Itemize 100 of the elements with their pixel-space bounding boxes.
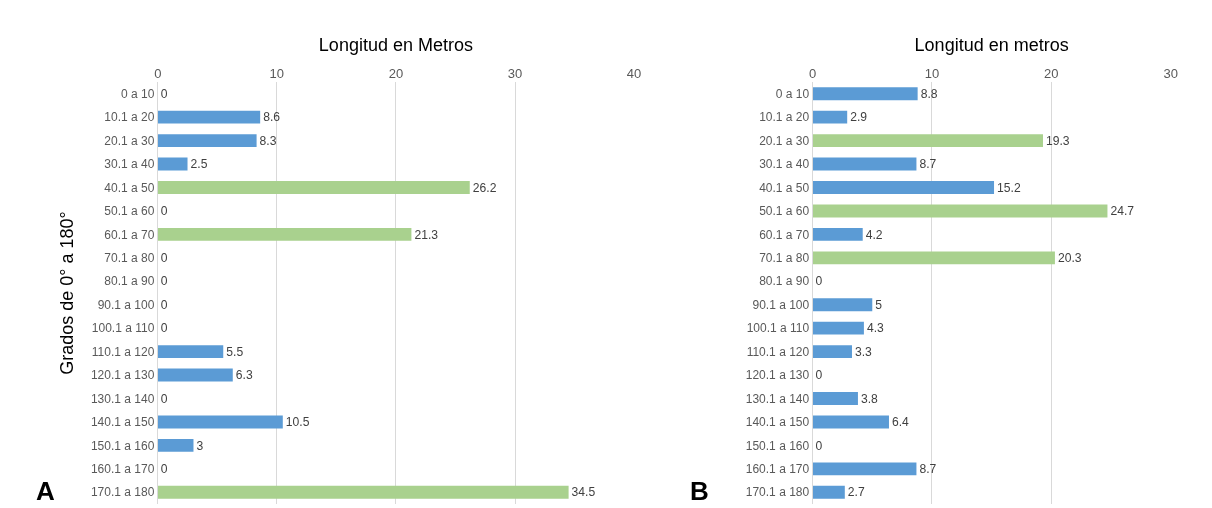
- data-label: 10.5: [285, 415, 310, 430]
- bar: [812, 392, 858, 405]
- data-label: 3: [196, 438, 204, 453]
- y-tick-label: 0 a 10: [120, 86, 155, 101]
- y-tick-label: 10.1 a 20: [104, 110, 155, 125]
- data-label: 0: [160, 204, 168, 219]
- data-label: 2.7: [847, 485, 865, 500]
- y-tick-label: 60.1 a 70: [759, 227, 810, 242]
- y-tick-label: 100.1 a 110: [746, 321, 810, 336]
- bar: [157, 485, 569, 499]
- y-tick-label: 170.1 a 180: [90, 485, 155, 500]
- y-tick-label: 10.1 a 20: [759, 110, 810, 125]
- data-label: 6.4: [891, 415, 910, 430]
- x-tick-label: 20: [1044, 66, 1059, 82]
- x-tick-label: 30: [1163, 66, 1178, 82]
- data-label: 0: [160, 462, 168, 477]
- data-label: 34.5: [571, 485, 596, 500]
- bar: [812, 345, 852, 359]
- bar: [157, 345, 224, 359]
- x-tick-label: 0: [154, 66, 162, 82]
- y-tick-label: 60.1 a 70: [104, 227, 155, 242]
- bar: [157, 368, 233, 382]
- y-tick-label: 0 a 10: [775, 86, 810, 101]
- data-label: 8.7: [919, 157, 937, 172]
- data-label: 19.3: [1046, 133, 1070, 148]
- bar: [812, 227, 863, 241]
- y-tick-label: 90.1 a 100: [752, 297, 810, 312]
- x-axis-title: Longitud en metros: [914, 34, 1069, 55]
- data-label: 0: [160, 251, 168, 266]
- text: B: [690, 476, 709, 506]
- data-label: 24.7: [1110, 204, 1135, 219]
- bar: [812, 87, 918, 101]
- x-tick-label: 0: [808, 66, 817, 82]
- data-label: 8.7: [919, 462, 937, 477]
- x-tick-label: 10: [269, 66, 285, 82]
- bar: [157, 438, 194, 452]
- data-label: 6.3: [235, 368, 253, 383]
- data-label: 21.3: [414, 227, 439, 242]
- data-label: 4.3: [866, 321, 885, 336]
- bar: [157, 157, 188, 171]
- data-label: 5.5: [226, 344, 244, 359]
- y-tick-label: 140.1 a 150: [90, 415, 155, 430]
- bar: [157, 415, 283, 429]
- bar: [157, 227, 412, 241]
- y-tick-label: 30.1 a 40: [104, 157, 155, 172]
- x-tick-label: 20: [388, 66, 404, 82]
- y-tick-label: 150.1 a 160: [745, 438, 810, 453]
- x-tick-label: 40: [626, 66, 642, 82]
- bar: [812, 298, 873, 312]
- bar: [812, 134, 1043, 148]
- x-axis-title: Longitud en Metros: [318, 34, 473, 55]
- x-tick-label: 30: [507, 66, 523, 82]
- data-label: 0: [160, 86, 168, 101]
- data-label: 0: [160, 274, 168, 289]
- bar: [812, 462, 917, 476]
- y-tick-label: 150.1 a 160: [90, 438, 155, 453]
- bar: [157, 134, 257, 148]
- data-label: 0: [815, 438, 823, 453]
- data-label: 3.3: [854, 344, 873, 359]
- bar: [812, 485, 845, 499]
- text: A: [36, 476, 55, 506]
- data-label: 0: [160, 297, 168, 312]
- data-label: 4.2: [865, 227, 883, 242]
- y-tick-label: 170.1 a 180: [745, 485, 810, 500]
- y-tick-label: 110.1 a 120: [746, 344, 810, 359]
- bar: [812, 181, 995, 194]
- data-label: 2.9: [850, 110, 868, 125]
- data-label: 8.3: [259, 133, 277, 148]
- y-tick-label: 90.1 a 100: [97, 297, 155, 312]
- y-tick-label: 70.1 a 80: [104, 251, 155, 266]
- data-label: 2.5: [190, 157, 208, 172]
- bar: [812, 415, 889, 429]
- y-tick-label: 160.1 a 170: [745, 462, 810, 477]
- y-tick-label: 80.1 a 90: [759, 274, 810, 289]
- data-label: 5: [875, 297, 883, 312]
- bar: [812, 157, 917, 171]
- y-tick-label: 130.1 a 140: [745, 391, 810, 406]
- data-label: 8.8: [920, 86, 938, 101]
- data-label: 8.6: [263, 110, 281, 125]
- bar: [157, 110, 261, 124]
- data-label: 3.8: [860, 391, 879, 406]
- bar: [812, 110, 848, 124]
- y-tick-label: 140.1 a 150: [745, 415, 810, 430]
- bar: [812, 204, 1108, 218]
- data-label: 0: [160, 321, 168, 336]
- y-tick-label: 70.1 a 80: [759, 251, 810, 266]
- y-tick-label: 30.1 a 40: [759, 157, 810, 172]
- data-label: 0: [815, 368, 823, 383]
- data-label: 20.3: [1057, 251, 1082, 266]
- y-tick-label: 130.1 a 140: [90, 391, 155, 406]
- y-tick-label: 110.1 a 120: [91, 344, 155, 359]
- y-tick-label: 160.1 a 170: [90, 462, 155, 477]
- y-tick-label: 20.1 a 30: [104, 133, 155, 148]
- y-tick-label: 20.1 a 30: [759, 133, 810, 148]
- bar: [157, 181, 470, 194]
- y-tick-label: 120.1 a 130: [90, 368, 155, 383]
- y-tick-label: 50.1 a 60: [759, 204, 810, 219]
- y-axis-title: Grados de 0° a 180°: [57, 211, 78, 375]
- bar: [812, 251, 1055, 265]
- y-tick-label: 50.1 a 60: [104, 204, 155, 219]
